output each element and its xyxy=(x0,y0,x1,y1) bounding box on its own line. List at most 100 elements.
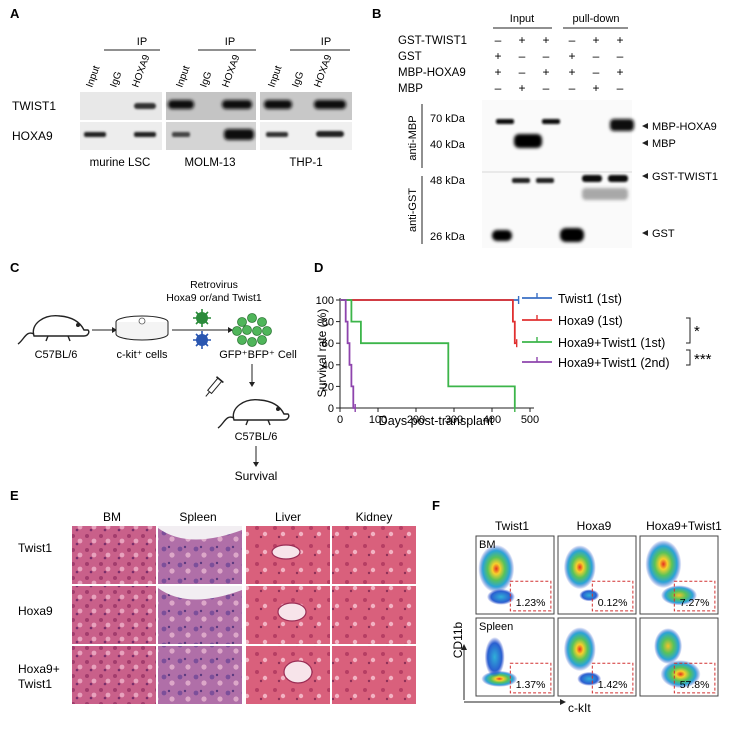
histology-vessel xyxy=(271,544,301,560)
f-col-twist1: Twist1 xyxy=(495,519,529,533)
sign-r2-c2: + xyxy=(542,65,549,79)
e-col-kidney: Kidney xyxy=(356,510,393,524)
group-murine-lsc: murine LSC xyxy=(90,157,151,169)
panel-e: BM Spleen Liver Kidney Twist1 Hoxa9 Hoxa… xyxy=(18,510,416,704)
band-b-gsttwist-smear xyxy=(582,188,628,200)
label-anti-gst: anti-GST xyxy=(407,188,419,232)
virus-green-icon xyxy=(193,309,211,327)
band-a3-hoxa9-ip xyxy=(316,131,344,137)
sign-r2-c4: – xyxy=(593,65,600,79)
band-label-gst: GST xyxy=(652,228,675,240)
ip-label-3: IP xyxy=(321,36,331,48)
f-row-spleen: Spleen xyxy=(479,621,513,633)
lane-hoxa9-3: HOXA9 xyxy=(312,53,334,89)
d-ytick-label: 60 xyxy=(322,338,334,350)
mouse2-label: C57BL/6 xyxy=(235,431,278,443)
virus-blue-icon xyxy=(193,331,211,349)
sig-bracket-2 xyxy=(686,349,691,366)
d-ytick-label: 80 xyxy=(322,317,334,329)
e-col-bm: BM xyxy=(103,510,121,524)
flow-gate-percent: 57.8% xyxy=(680,679,710,691)
d-xtick-label: 0 xyxy=(337,414,343,426)
sign-r1-c5: – xyxy=(617,49,624,63)
d-legend-label-3: Hoxa9+Twist1 (1st) xyxy=(558,336,665,350)
mw-48: 48 kDa xyxy=(430,175,466,187)
f-xaxis-label: c-kIt xyxy=(568,701,591,715)
d-series-lines xyxy=(340,296,520,412)
band-a3-hoxa9-input xyxy=(266,132,288,137)
histology-vessel xyxy=(283,660,313,684)
f-col-combo: Hoxa9+Twist1 xyxy=(646,519,722,533)
band-b-mbphoxa9-input xyxy=(496,119,514,124)
flow-grid: 1.23% 0.12% 7.27% 1.37% 1.42% 57.8% BM Spleen xyxy=(475,535,719,697)
flow-density-cloud xyxy=(563,627,596,672)
d-series-4 xyxy=(340,299,356,409)
d-legend-label-2: Hoxa9 (1st) xyxy=(558,314,623,328)
sign-r3-c3: – xyxy=(569,81,576,95)
header-input: Input xyxy=(510,13,534,25)
retrovirus-genes: Hoxa9 or/and Twist1 xyxy=(166,292,262,304)
f-row-bm: BM xyxy=(479,539,496,551)
sign-r0-c1: + xyxy=(518,33,525,47)
cond-gst: GST xyxy=(398,51,422,63)
mouse-icon xyxy=(217,399,290,429)
sign-r0-c0: – xyxy=(495,33,502,47)
label-anti-mbp: anti-MBP xyxy=(407,115,419,160)
band-a3-twist1-ip xyxy=(314,100,346,109)
flow-density-cloud xyxy=(577,671,602,686)
panel-f: Twist1 Hoxa9 Hoxa9+Twist1 CD11b c-kIt 1.… xyxy=(451,519,722,715)
panel-c-letter: C xyxy=(10,260,20,275)
sign-r2-c5: + xyxy=(616,65,623,79)
arrow-c3-head xyxy=(249,382,255,387)
band-label-gst-twist1: GST-TWIST1 xyxy=(652,171,718,183)
d-legend: Twist1 (1st) Hoxa9 (1st) Hoxa9+Twist1 (1st… xyxy=(522,292,670,370)
arrow-c1-head xyxy=(112,327,117,333)
panel-f-letter: F xyxy=(432,498,440,513)
ip-label-2: IP xyxy=(225,36,235,48)
flow-density-cloud xyxy=(654,628,683,665)
f-col-hoxa9: Hoxa9 xyxy=(577,519,612,533)
sign-r1-c4: – xyxy=(593,49,600,63)
group-thp1: THP-1 xyxy=(289,157,322,169)
histology-image-r1-c4 xyxy=(332,526,416,584)
cond-mbp-hoxa9: MBP-HOXA9 xyxy=(398,67,466,79)
lane-input-3: Input xyxy=(266,64,284,89)
histology-image-r3-c2 xyxy=(158,646,242,704)
panel-d-letter: D xyxy=(314,260,323,275)
flow-gate xyxy=(591,662,634,694)
group-molm13: MOLM-13 xyxy=(184,157,235,169)
d-ytick-label: 100 xyxy=(316,295,334,307)
flow-gate-percent: 0.12% xyxy=(598,597,628,609)
flow-gate xyxy=(673,662,716,694)
band-b-gsttwist-pd1 xyxy=(582,175,602,182)
sign-r2-c3: + xyxy=(568,65,575,79)
band-a2-hoxa9-ip xyxy=(224,129,254,140)
flow-density-cloud xyxy=(660,660,701,689)
lane-igg-1: IgG xyxy=(108,70,124,89)
histology-grid xyxy=(72,526,416,704)
cells-label: c-kit⁺ cells xyxy=(116,349,168,361)
arrow-mbp-hoxa9 xyxy=(642,123,648,129)
band-b-mbphoxa9-input2 xyxy=(542,119,560,124)
d-axes: 0 20 40 60 80 100 0 100 200 300 400 500 xyxy=(316,295,540,426)
sign-r0-c4: + xyxy=(592,33,599,47)
survival-label: Survival xyxy=(235,469,278,483)
d-legend-label-1: Twist1 (1st) xyxy=(558,292,622,306)
lane-input-1: Input xyxy=(84,64,102,89)
band-a3-twist1-input xyxy=(264,100,292,109)
d-xtick-label: 200 xyxy=(407,414,425,426)
sign-r0-c3: – xyxy=(569,33,576,47)
retrovirus-label: Retrovirus xyxy=(190,279,238,291)
band-a1-hoxa9-ip xyxy=(134,132,156,137)
e-row-twist1: Twist1 xyxy=(18,541,52,555)
sig-bracket-1 xyxy=(686,317,691,344)
histology-image-r2-c1 xyxy=(72,586,156,644)
sign-r1-c1: – xyxy=(519,49,526,63)
d-ytick-label: 20 xyxy=(322,381,334,393)
flow-gate xyxy=(591,580,634,612)
blot-b-area xyxy=(482,100,632,248)
d-legend-label-4: Hoxa9+Twist1 (2nd) xyxy=(558,356,670,370)
cond-mbp: MBP xyxy=(398,83,423,95)
band-b-gsttwist-pd2 xyxy=(608,175,628,182)
d-ytick-label: 40 xyxy=(322,360,334,372)
